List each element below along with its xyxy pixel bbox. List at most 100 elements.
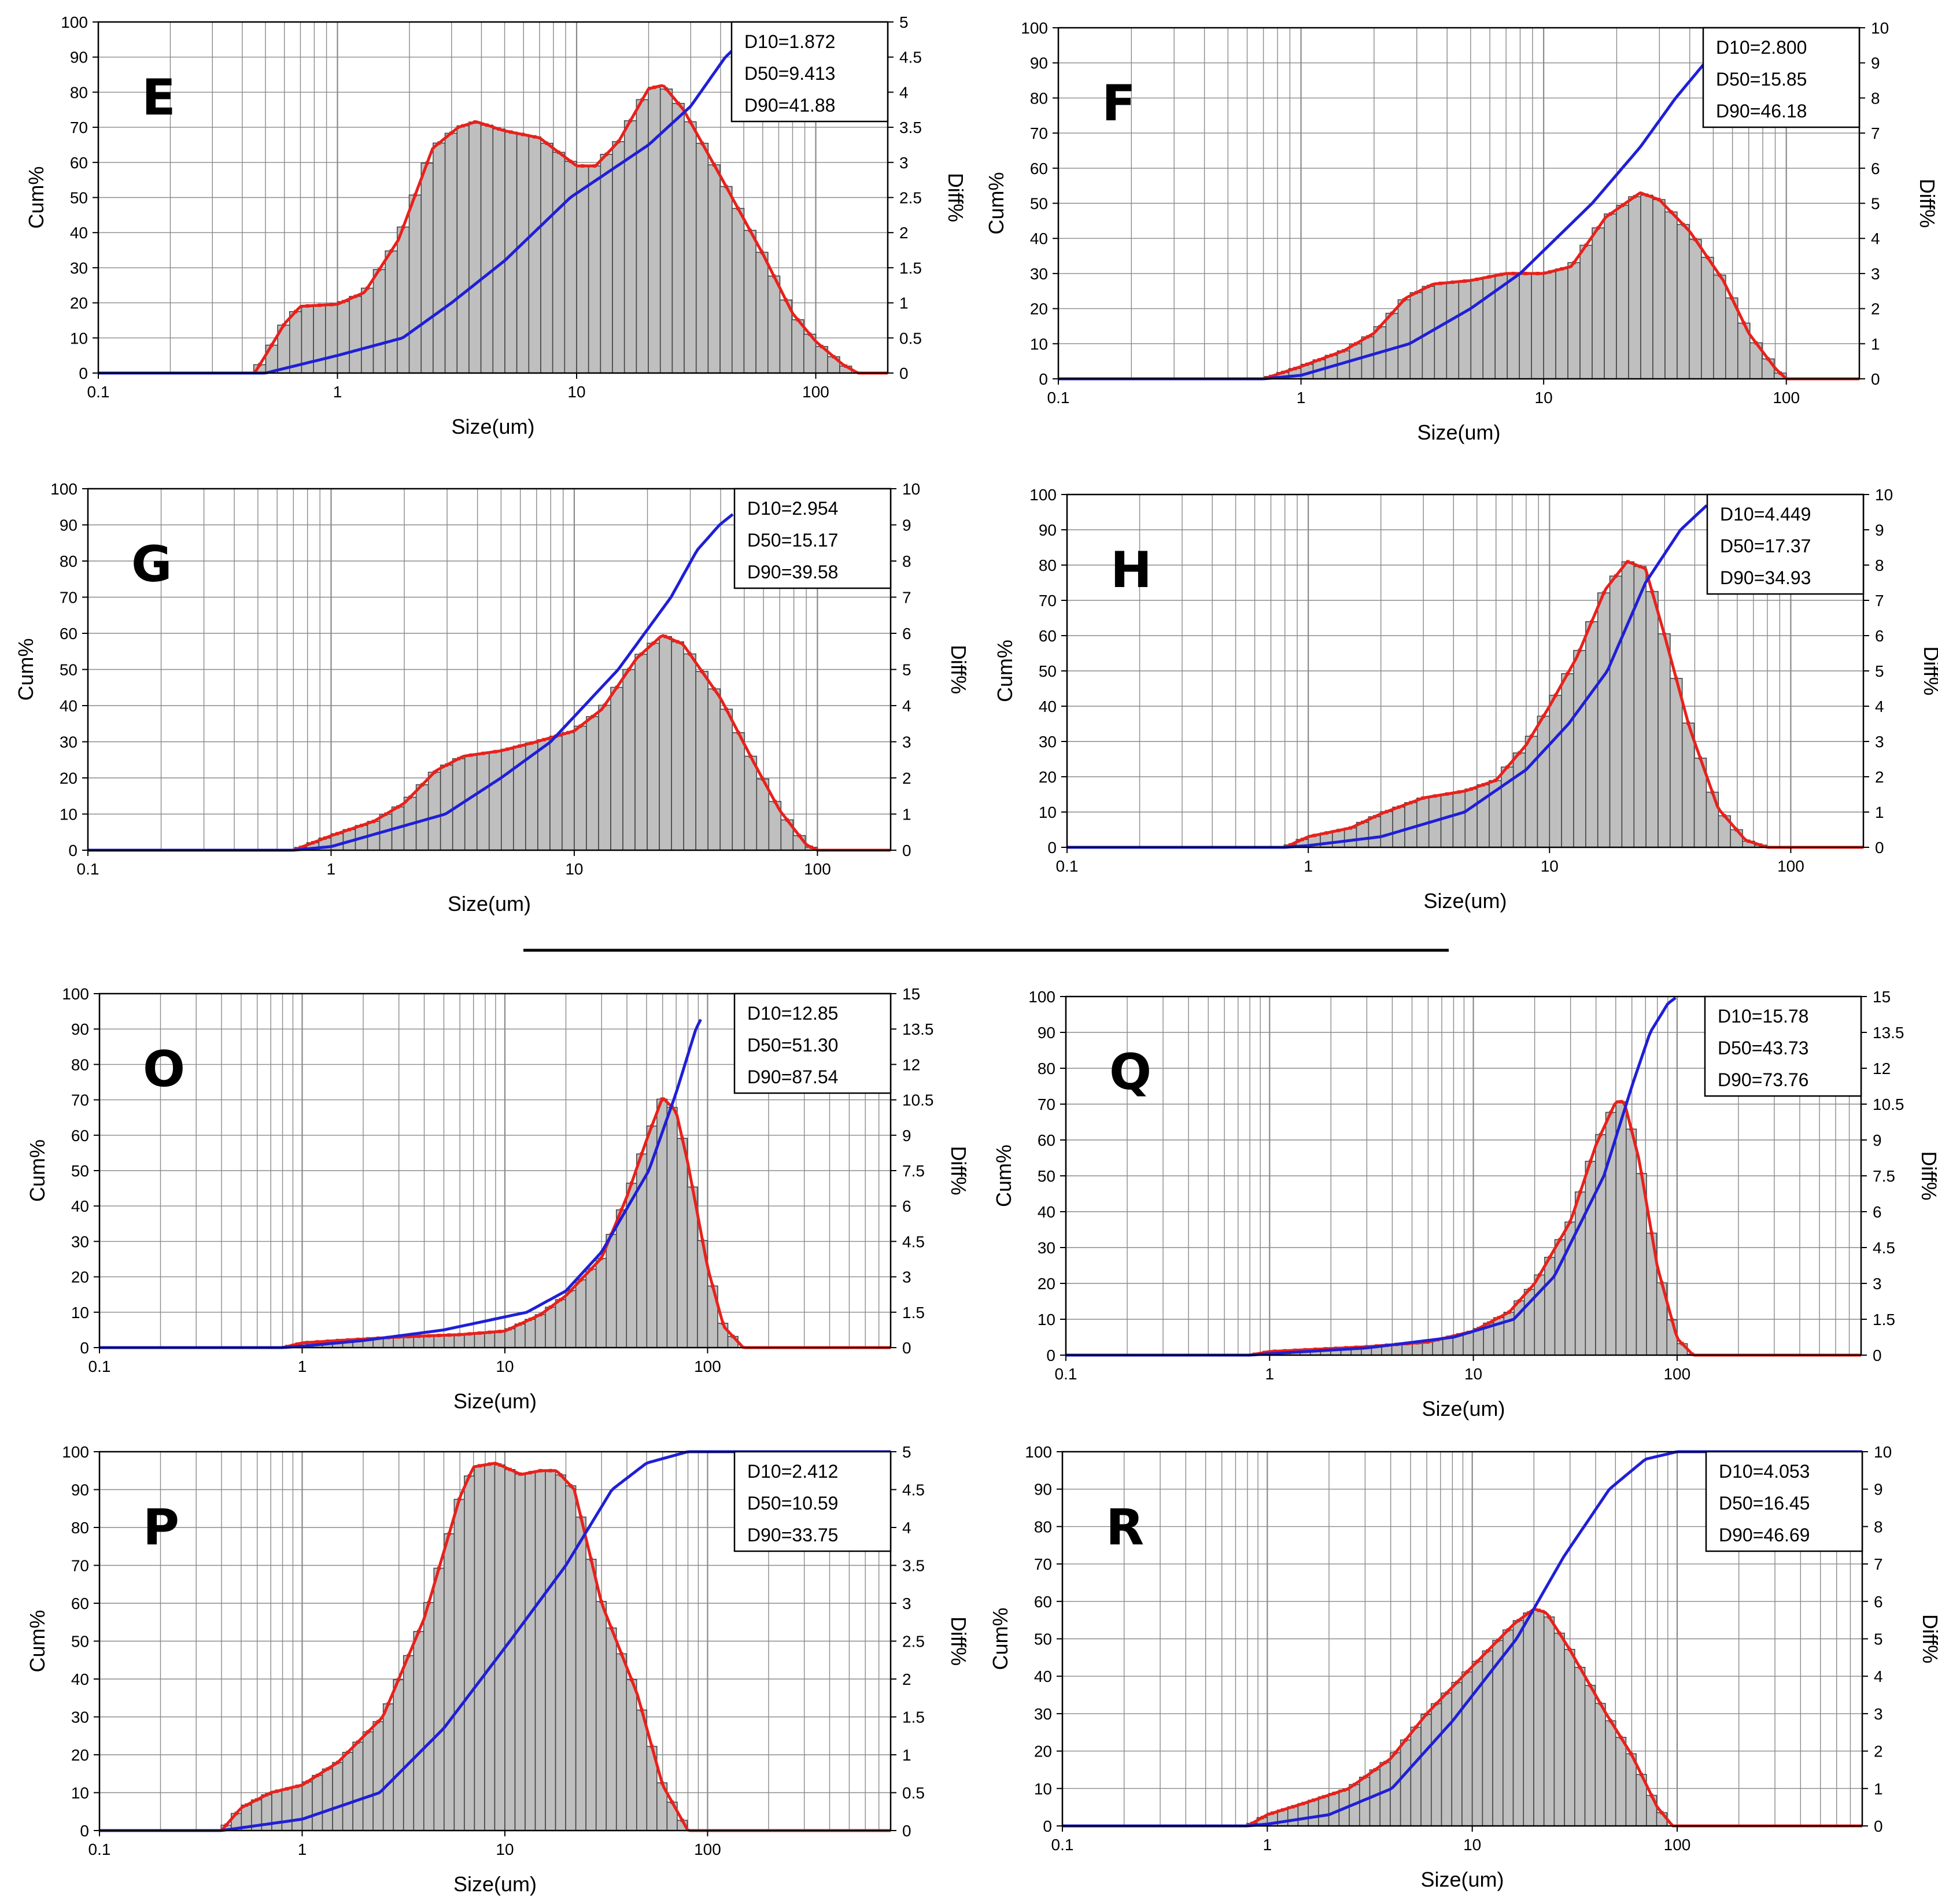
x-axis-label: Size(um) [1422,1397,1505,1420]
y-tick-label: 100 [1021,19,1048,37]
histogram-bar [755,252,769,374]
differential-marker [748,754,752,758]
histogram-bar [537,739,551,851]
differential-marker [1754,341,1758,345]
histogram-bar [1472,1328,1484,1356]
differential-marker [447,1532,451,1536]
differential-marker [341,300,345,304]
differential-marker [396,1678,400,1682]
y-axis-label: Cum% [24,166,48,228]
y2-tick-label: 10.5 [1873,1095,1904,1113]
differential-marker [557,150,561,154]
x-tick-label: 0.1 [1051,1836,1074,1854]
histogram-bar [1412,1342,1423,1356]
histogram-bar [361,287,374,374]
differential-marker [1334,1346,1338,1350]
panel-label: Q [1109,1043,1151,1101]
differential-marker [518,744,522,748]
differential-marker [619,1208,623,1212]
histogram-bar [397,226,410,374]
histogram-bar [1385,312,1399,379]
differential-marker [604,152,608,156]
differential-marker [498,1330,502,1334]
y2-tick-label: 2 [899,224,909,242]
differential-marker [467,1332,471,1336]
stats-line: D90=41.88 [744,95,835,116]
histogram-bar [1664,211,1678,379]
histogram-bar [474,1465,485,1831]
differential-marker [1698,756,1702,760]
histogram-bar [325,304,338,374]
differential-marker [270,343,274,347]
y-tick-label: 70 [1030,124,1048,142]
differential-marker [326,1339,330,1343]
x-tick-label: 10 [1464,1365,1482,1383]
differential-marker [528,1471,532,1475]
differential-marker [1608,1719,1612,1723]
histogram-bar [349,296,362,374]
x-tick-label: 100 [804,860,831,878]
differential-marker [1300,837,1304,842]
differential-marker [1527,1287,1531,1292]
differential-marker [1271,1811,1275,1815]
differential-marker [318,303,322,307]
histogram-bar [671,102,685,374]
differential-marker [1742,321,1746,325]
y-tick-label: 30 [71,1709,89,1726]
differential-marker [665,87,669,91]
differential-marker [569,1289,573,1293]
y2-tick-label: 3 [902,1595,911,1613]
x-tick-label: 1 [1297,389,1306,407]
differential-marker [1263,1350,1267,1355]
differential-marker [1620,204,1625,208]
differential-marker [808,332,812,336]
differential-marker [1457,790,1461,794]
differential-marker [1455,1680,1459,1684]
histogram-bar [415,784,429,851]
differential-marker [1341,349,1345,353]
differential-marker [384,812,388,816]
differential-marker [1518,751,1522,755]
differential-marker [427,1600,431,1604]
differential-marker [1433,794,1437,798]
differential-marker [579,1515,583,1519]
histogram-bar [1441,1692,1453,1826]
differential-marker [1548,270,1552,274]
differential-marker [1397,805,1401,809]
differential-marker [335,1338,339,1342]
histogram-bar [313,304,326,374]
histogram-bar [1689,239,1702,379]
histogram-bar [1446,282,1460,379]
stats-line: D90=39.58 [747,562,838,582]
chart-panel-h: 0 10 20 30 40 50 60 70 80 90 100 0 1 2 3 4 5 6 7 8 9 10 0.1 1 10… [993,486,1938,913]
histogram-bar [322,1768,333,1831]
differential-marker [1578,1665,1582,1669]
stats-line: D10=2.800 [1716,37,1807,58]
histogram-bars [220,1463,688,1831]
differential-marker [1589,1159,1593,1163]
y-tick-label: 40 [1030,230,1048,248]
y2-tick-label: 8 [902,552,911,570]
y-tick-label: 50 [1038,1167,1055,1185]
y-tick-label: 80 [1038,1060,1055,1078]
histogram-bar [695,142,709,374]
differential-marker [1475,1659,1479,1663]
y2-axis-label: Diff% [944,173,968,222]
differential-marker [1535,271,1540,275]
y-tick-label: 70 [60,589,77,607]
histogram-bar [606,1234,617,1348]
y2-tick-label: 1.5 [902,1709,925,1726]
histogram-bar [684,121,697,374]
differential-marker [809,845,813,849]
y-tick-label: 0 [80,1822,89,1840]
y2-tick-label: 2 [902,1670,911,1688]
differential-marker [1599,1702,1603,1706]
histogram-bar [575,1516,586,1831]
y2-axis-label: Diff% [947,1617,970,1666]
x-tick-label: 1 [298,1840,307,1858]
y-tick-label: 80 [71,1519,89,1537]
stats-box [1705,1451,1863,1552]
differential-marker [660,1781,664,1785]
histogram-bar [1625,1128,1637,1356]
y-tick-label: 90 [71,1020,89,1038]
